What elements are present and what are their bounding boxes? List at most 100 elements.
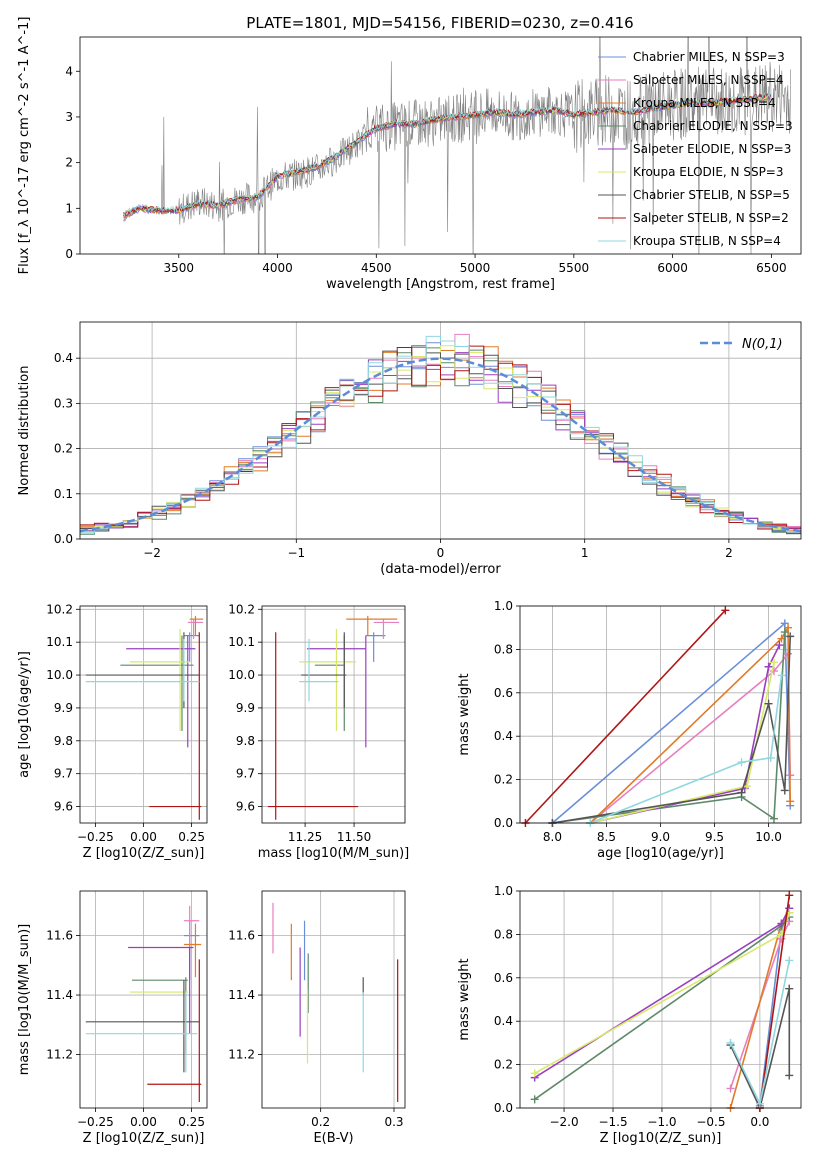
gaussian-curve (79, 357, 802, 533)
x-tick-label: 4000 (262, 261, 293, 275)
weight-marker (780, 619, 789, 628)
x-tick-label: −0.5 (696, 1115, 725, 1129)
weight-line (759, 895, 791, 1109)
weight-marker (764, 662, 773, 671)
legend-label: Kroupa STELIB, N SSP=4 (633, 234, 781, 248)
legend-label: Salpeter ELODIE, N SSP=3 (633, 142, 791, 156)
y-tick-label: 9.8 (236, 734, 255, 748)
x-tick-label: 9.0 (651, 830, 670, 844)
y-tick-label: 0.2 (494, 773, 513, 787)
y-tick-label: 0.0 (494, 816, 513, 830)
legend-label: Chabrier MILES, N SSP=3 (633, 50, 785, 64)
y-tick-label: 10.2 (46, 602, 73, 616)
axes-frame (79, 890, 208, 1109)
x-tick-label: 0.25 (178, 830, 205, 844)
x-tick-label: 3500 (163, 261, 194, 275)
weight-marker (777, 919, 786, 928)
axes-frame (79, 605, 208, 824)
legend-label: N(0,1) (742, 337, 783, 352)
x-tick-label: 0.25 (178, 1115, 205, 1129)
x-tick-label: −1.5 (598, 1115, 627, 1129)
y-tick-label: 0.4 (494, 729, 513, 743)
weight-line (589, 675, 783, 824)
weight-marker (786, 797, 795, 806)
weight-line (551, 621, 791, 824)
x-tick-label: −2.0 (549, 1115, 578, 1129)
y-tick-label: 0.0 (494, 1101, 513, 1115)
y-tick-label: 1.0 (494, 599, 513, 613)
y-tick-label: 11.2 (46, 1047, 73, 1061)
y-tick-label: 10.0 (228, 668, 255, 682)
y-axis-label: Normed distribution (17, 366, 32, 496)
x-tick-label: −0.25 (77, 1115, 114, 1129)
y-tick-label: 9.8 (54, 734, 73, 748)
weight-marker (785, 891, 794, 900)
legend-label: Kroupa MILES, N SSP=4 (633, 96, 776, 110)
y-tick-label: 1 (65, 201, 73, 215)
weight-marker (780, 628, 789, 637)
y-axis-label: mass weight (457, 958, 472, 1040)
x-tick-label: 6500 (756, 261, 787, 275)
spectrum-plot-area (123, 37, 791, 254)
weight-marker (769, 658, 778, 667)
y-tick-label: 0.6 (494, 971, 513, 985)
x-axis-label: mass [log10(M/M_sun)] (258, 846, 410, 861)
histogram-step (80, 345, 801, 529)
x-tick-label: 1 (581, 546, 589, 560)
x-tick-label: 0 (437, 546, 445, 560)
x-tick-label: 2 (725, 546, 733, 560)
weight-line (552, 631, 786, 824)
y-tick-label: 11.6 (228, 929, 255, 943)
weight-marker (777, 671, 786, 680)
weight-marker (784, 623, 793, 632)
y-tick-label: 11.4 (228, 988, 255, 1002)
weight-marker (726, 1084, 735, 1093)
weight-marker (780, 786, 789, 795)
y-tick-label: 11.4 (46, 988, 73, 1002)
y-tick-label: 0.4 (494, 1014, 513, 1028)
x-tick-label: 0.00 (130, 1115, 157, 1129)
y-tick-label: 0.2 (54, 442, 73, 456)
y-tick-label: 9.9 (236, 701, 255, 715)
y-tick-label: 3 (65, 110, 73, 124)
weight-marker (785, 984, 794, 993)
y-tick-label: 1.0 (494, 884, 513, 898)
legend-label: Chabrier ELODIE, N SSP=3 (633, 119, 793, 133)
y-tick-label: 10.1 (46, 635, 73, 649)
weight-marker (786, 632, 795, 641)
histogram-step (80, 345, 801, 534)
legend-label: Salpeter STELIB, N SSP=2 (633, 211, 789, 225)
weight-marker (721, 606, 730, 615)
weight-marker (764, 699, 773, 708)
x-axis-label: (data-model)/error (380, 562, 501, 577)
y-axis-label: mass weight (457, 673, 472, 755)
weight-marker (530, 1095, 539, 1104)
y-tick-label: 0.0 (54, 532, 73, 546)
x-tick-label: 8.5 (597, 830, 616, 844)
x-tick-label: 9.5 (705, 830, 724, 844)
x-tick-label: −1 (287, 546, 305, 560)
axes-frame (261, 605, 406, 824)
x-tick-label: −0.25 (77, 830, 114, 844)
x-tick-label: −2 (143, 546, 161, 560)
weight-line (589, 651, 791, 824)
weight-marker (769, 814, 778, 823)
y-axis-label: mass [log10(M/M_sun)] (17, 924, 32, 1076)
y-tick-label: 0 (65, 247, 73, 261)
y-tick-label: 9.7 (54, 767, 73, 781)
histogram-step (80, 335, 801, 534)
y-tick-label: 10.2 (228, 602, 255, 616)
legend-label: Salpeter MILES, N SSP=4 (633, 73, 784, 87)
x-tick-label: 6000 (657, 261, 688, 275)
weight-line (729, 988, 791, 1111)
legend-label: Chabrier STELIB, N SSP=5 (633, 188, 790, 202)
weight-marker (785, 956, 794, 965)
y-tick-label: 0.3 (54, 396, 73, 410)
x-tick-label: 0.0 (750, 1115, 769, 1129)
x-tick-label: 0.2 (311, 1115, 330, 1129)
x-tick-label: 8.0 (543, 830, 562, 844)
weight-marker (726, 1038, 735, 1047)
weight-marker (530, 1069, 539, 1078)
x-tick-label: 11.50 (337, 830, 371, 844)
